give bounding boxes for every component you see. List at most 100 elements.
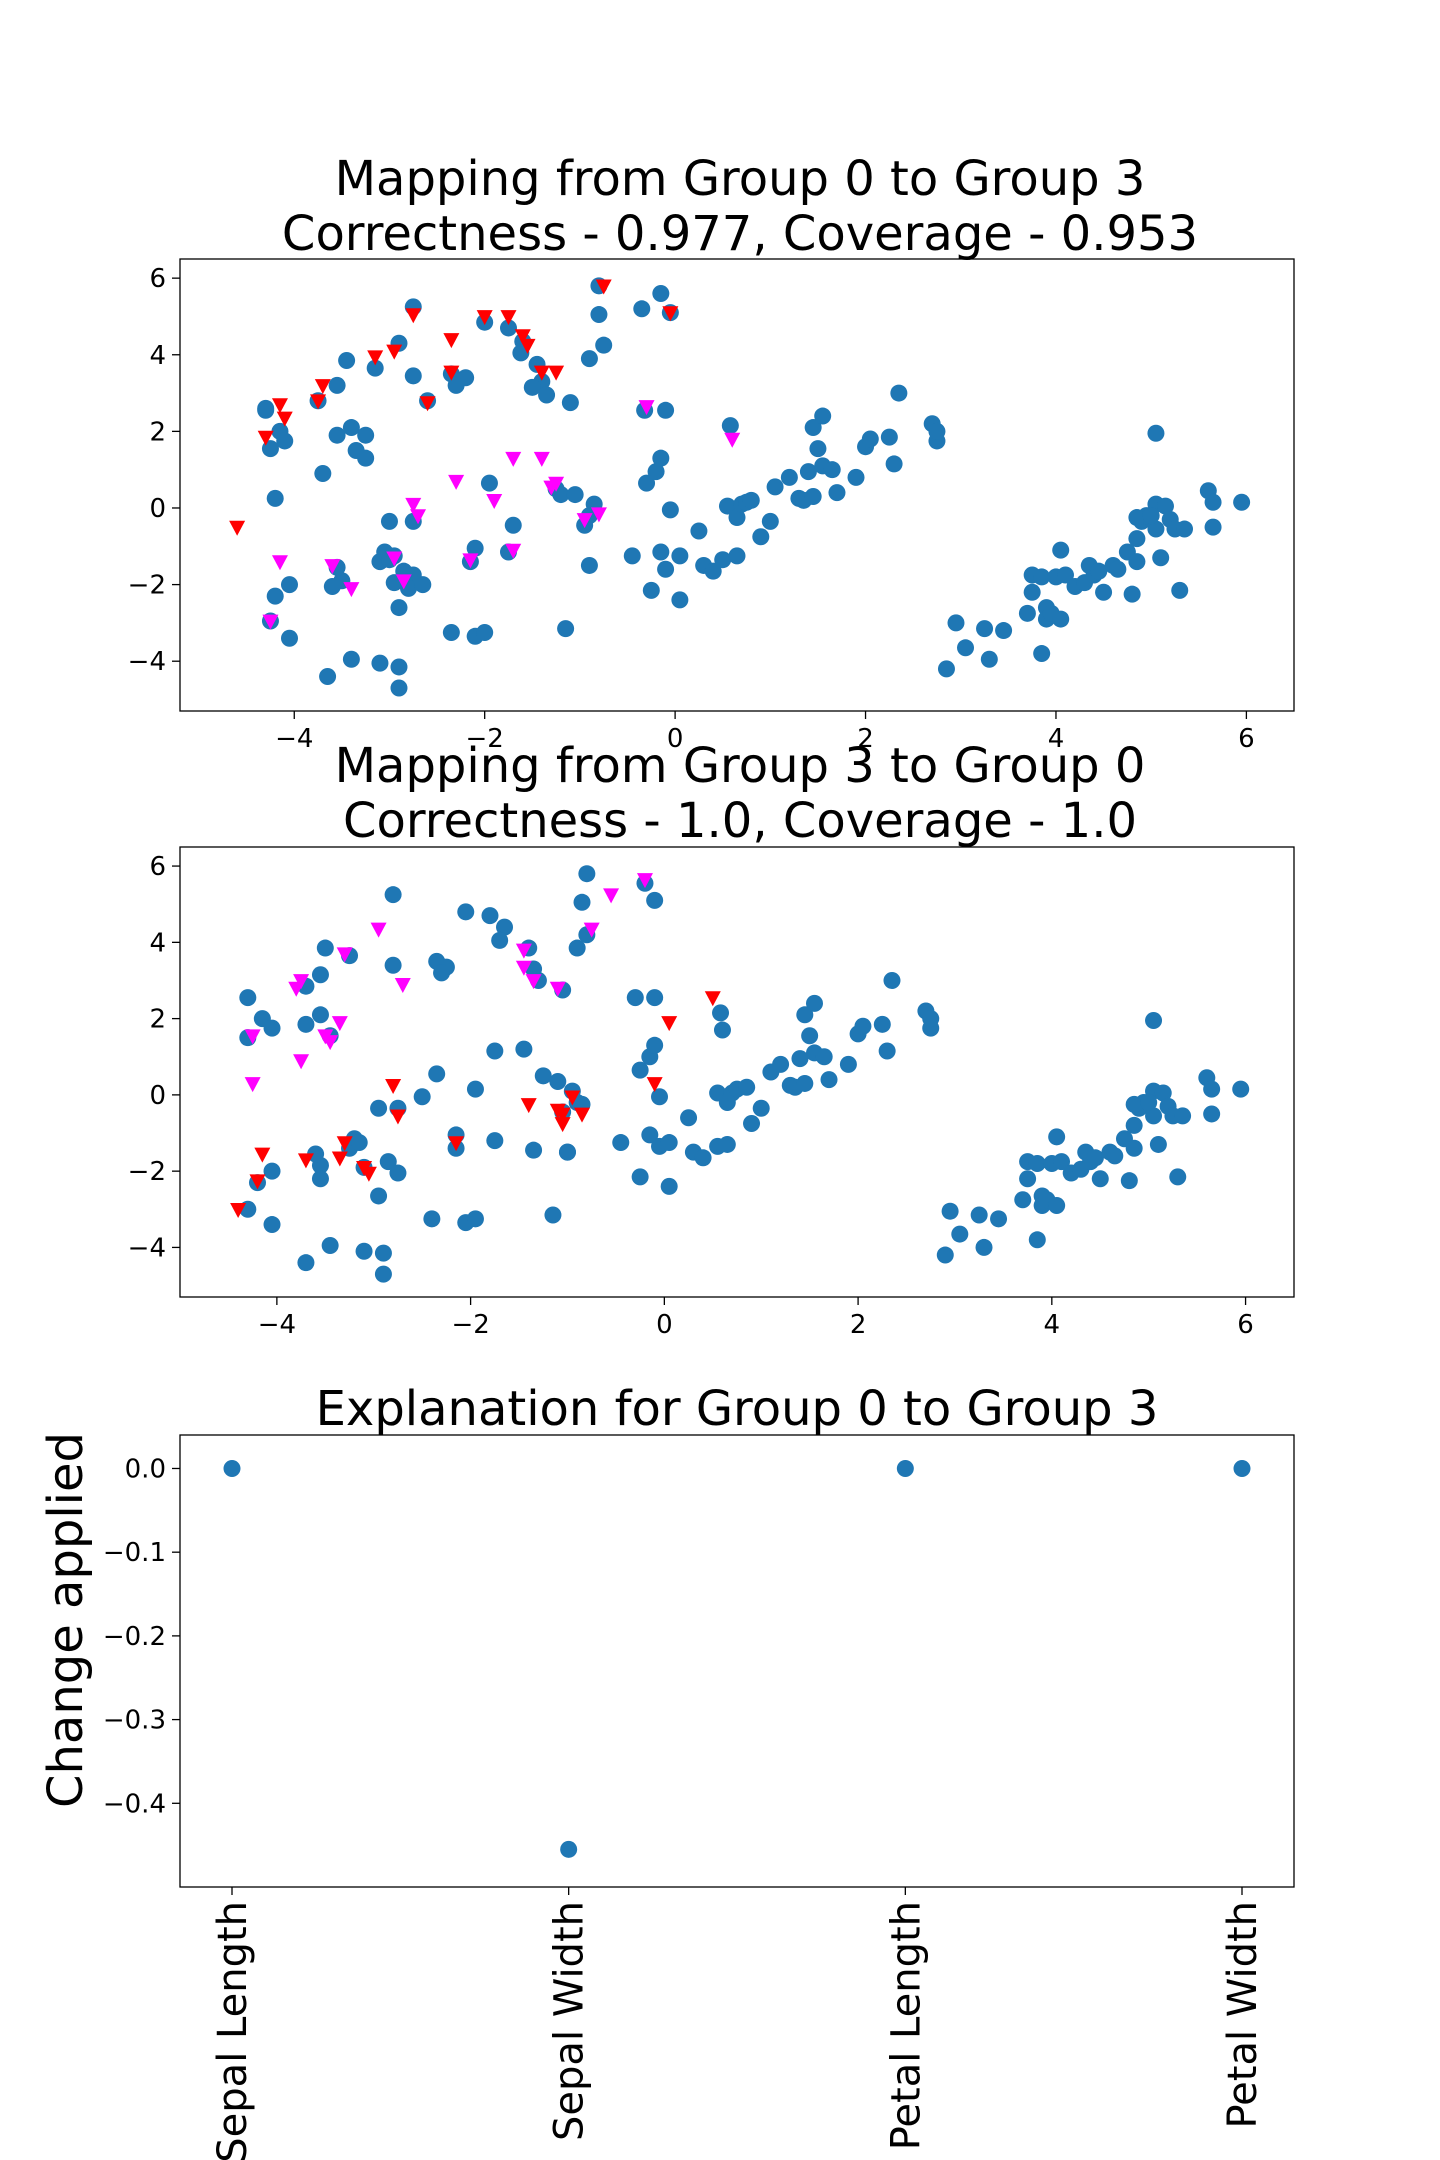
data-marker-triangle [324, 559, 341, 575]
change-point [223, 1459, 241, 1477]
data-point [1149, 1135, 1167, 1153]
data-marker-triangle [386, 344, 403, 360]
data-marker-triangle [288, 981, 305, 997]
data-point [631, 1168, 649, 1186]
panel3-points [223, 1459, 1251, 1858]
data-point [480, 474, 498, 492]
data-point [338, 352, 356, 370]
panel1-frame [179, 258, 1295, 712]
data-marker-triangle [590, 507, 607, 523]
data-point [1232, 1080, 1250, 1098]
data-point [1109, 560, 1127, 578]
data-point [815, 1048, 833, 1066]
data-point [936, 1246, 954, 1264]
data-marker-triangle [603, 888, 620, 904]
data-point [661, 501, 679, 519]
data-point [713, 1021, 731, 1039]
data-marker-triangle [293, 974, 310, 990]
data-point [680, 1109, 698, 1127]
data-point [839, 1055, 857, 1073]
data-marker-triangle [515, 960, 532, 976]
data-point [280, 576, 298, 594]
data-point [854, 1017, 872, 1035]
data-point [1033, 568, 1051, 586]
data-marker-triangle [244, 1077, 261, 1093]
data-point [390, 679, 408, 697]
data-point [442, 623, 460, 641]
data-marker-triangle [367, 350, 384, 366]
data-marker-triangle [543, 480, 560, 496]
panel2-axes: −4 −2 0 2 4 6 −4 −2 0 2 4 6 [128, 852, 1254, 1340]
data-point [626, 989, 644, 1007]
data-marker-triangle [662, 306, 679, 322]
data-marker-triangle [244, 1029, 261, 1045]
data-point [928, 422, 946, 440]
data-marker-triangle [386, 551, 403, 567]
data-point [646, 891, 664, 909]
data-marker-triangle [576, 513, 593, 529]
data-point [1176, 520, 1194, 538]
data-point [342, 419, 360, 437]
data-point [370, 1099, 388, 1117]
data-point [1147, 520, 1165, 538]
data-point [804, 419, 822, 437]
data-marker-triangle [646, 1077, 663, 1093]
data-marker-triangle [638, 400, 655, 416]
data-point [1145, 1012, 1163, 1030]
y-tick-label: −0.1 [103, 1538, 166, 1568]
data-point [1204, 518, 1222, 536]
data-point [1028, 1155, 1046, 1173]
data-point [883, 971, 901, 989]
y-tick-label: 0.0 [125, 1454, 166, 1484]
data-marker-triangle [574, 1107, 591, 1123]
data-marker-triangle [486, 493, 503, 509]
panel2-title-line1: Mapping from Group 3 to Group 0 [335, 738, 1146, 794]
data-point [780, 468, 798, 486]
data-marker-triangle [336, 1136, 353, 1152]
data-point [814, 407, 832, 425]
data-point [257, 399, 275, 417]
y-tick-label: −2 [128, 571, 166, 601]
data-point [743, 1114, 761, 1132]
data-point [580, 556, 598, 574]
data-point [861, 430, 879, 448]
data-point [496, 918, 514, 936]
data-point [384, 956, 402, 974]
data-point [263, 1019, 281, 1037]
data-point [1091, 1170, 1109, 1188]
y-tick-label: −0.4 [103, 1789, 166, 1819]
data-point [380, 512, 398, 530]
data-point [355, 1242, 373, 1260]
data-point [651, 1088, 669, 1106]
data-point [657, 560, 675, 578]
data-point [466, 1080, 484, 1098]
data-point [1014, 1191, 1032, 1209]
data-point [690, 522, 708, 540]
data-point [568, 939, 586, 957]
data-point [328, 426, 346, 444]
x-tick-label: 2 [850, 1310, 867, 1340]
data-point [447, 376, 465, 394]
panel2-frame [179, 846, 1295, 1298]
data-point [595, 336, 613, 354]
data-marker-triangle [405, 308, 422, 324]
data-point [1152, 549, 1170, 567]
data-point [1171, 581, 1189, 599]
data-point [1203, 1105, 1221, 1123]
data-point [414, 576, 432, 594]
data-point [712, 1004, 730, 1022]
panel3-ylabel: Change applied [38, 1432, 94, 1808]
data-point [922, 1010, 940, 1028]
data-point [561, 394, 579, 412]
x-tick-label: −4 [275, 724, 313, 754]
data-point [766, 478, 784, 496]
data-marker-triangle [405, 497, 422, 513]
data-marker-triangle [336, 947, 353, 963]
data-point [457, 903, 475, 921]
data-point [1120, 1172, 1138, 1190]
data-point [752, 528, 770, 546]
x-tick-label: 6 [1238, 724, 1255, 754]
data-point [1125, 1095, 1143, 1113]
data-marker-triangle [360, 1166, 377, 1182]
data-marker-triangle [525, 974, 542, 990]
